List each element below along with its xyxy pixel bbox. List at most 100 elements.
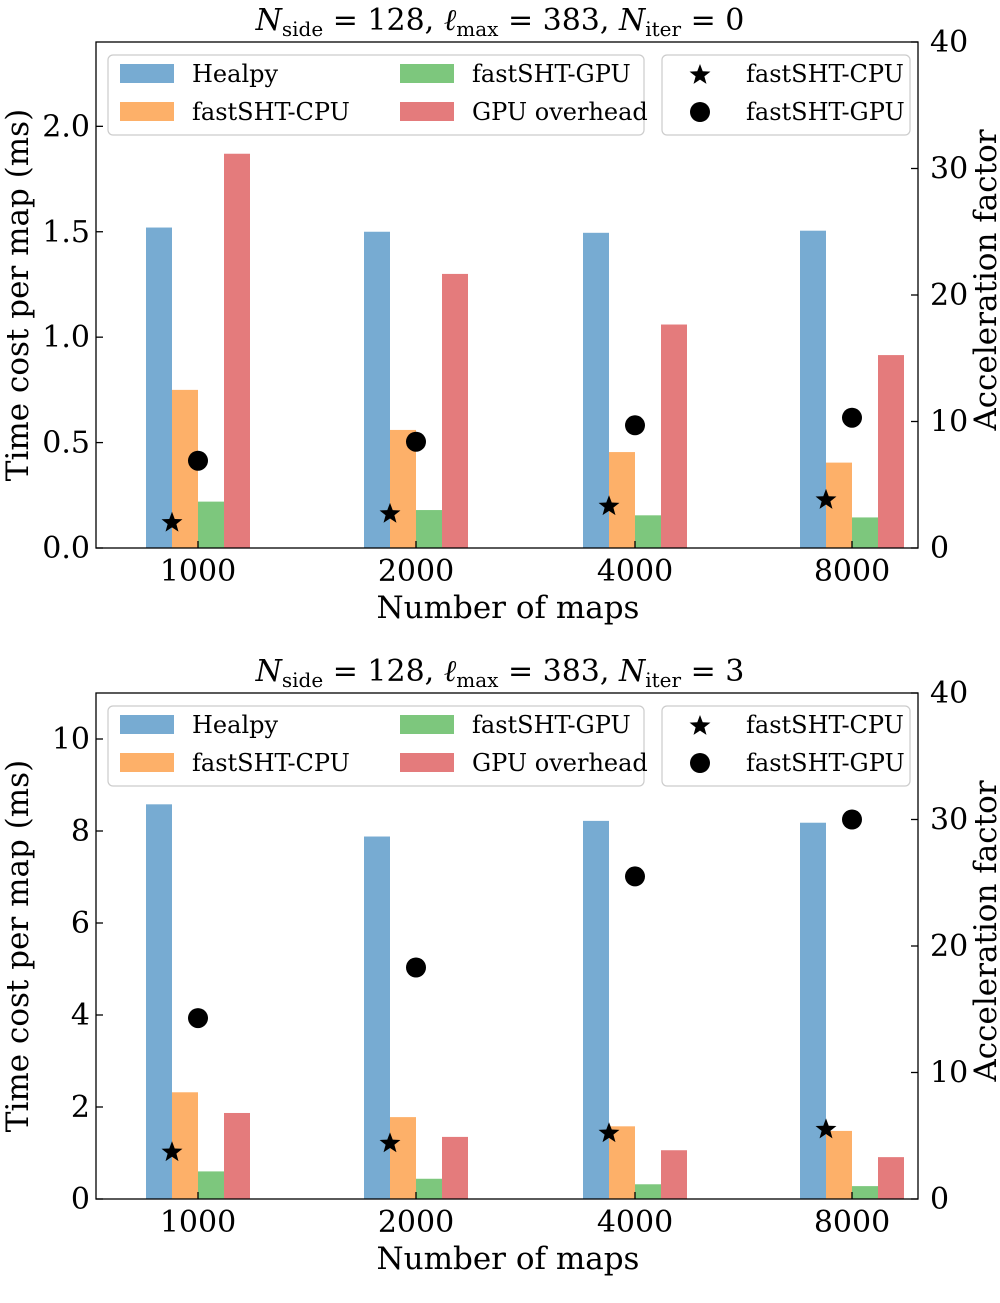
legend-swatch-healpy <box>120 715 174 734</box>
star-marker-8000 <box>815 1118 837 1139</box>
star-marker-1000 <box>161 1141 183 1162</box>
xtick-label-2000: 2000 <box>378 1205 454 1240</box>
x-axis-label: Number of maps <box>377 1241 640 1277</box>
legend-swatch-healpy <box>120 64 174 83</box>
legend-label-healpy: Healpy <box>192 711 278 739</box>
star-marker-8000 <box>815 488 837 509</box>
ytick-label: 2 <box>71 1090 90 1125</box>
legend-circle-icon <box>690 102 710 122</box>
ytick-label: 6 <box>71 906 90 941</box>
legend-label-star: fastSHT-CPU <box>746 60 904 88</box>
y2tick-label: 10 <box>930 1056 968 1091</box>
star-marker-2000 <box>379 502 401 523</box>
bar-fastsht_gpu-1000 <box>198 501 224 548</box>
y2tick-label: 30 <box>930 152 968 187</box>
bar-fastsht_cpu-8000 <box>826 1130 852 1199</box>
legend-swatch-gpu_overhead <box>400 753 454 772</box>
star-marker-4000 <box>598 1122 620 1143</box>
legend-markers: fastSHT-CPU fastSHT-GPU <box>661 54 911 136</box>
legend-bars: Healpy fastSHT-CPU fastSHT-GPU GPU overhead <box>107 54 648 136</box>
x-axis-label: Number of maps <box>377 590 640 626</box>
ytick-label: 0 <box>71 1182 90 1217</box>
bar-gpu_overhead-2000 <box>442 1136 468 1199</box>
legend-markers: fastSHT-CPU fastSHT-GPU <box>661 705 911 787</box>
legend-circle-icon <box>690 753 710 773</box>
bar-gpu_overhead-1000 <box>224 153 250 548</box>
bar-fastsht_gpu-8000 <box>852 1186 878 1199</box>
legend-bars-box <box>107 705 645 787</box>
circle-marker-1000 <box>188 1008 208 1029</box>
legend-bars: Healpy fastSHT-CPU fastSHT-GPU GPU overhead <box>107 705 648 787</box>
legend-swatch-fastsht_cpu <box>120 102 174 121</box>
star-marker-1000 <box>161 511 183 532</box>
bar-fastsht_gpu-8000 <box>852 517 878 548</box>
legend-markers-box <box>661 705 911 787</box>
y2-axis-label: Acceleration factor <box>968 780 1000 1082</box>
star-marker-4000 <box>598 495 620 516</box>
circle-marker-2000 <box>406 957 426 978</box>
y-axis-label: Time cost per map (ms) <box>0 109 36 481</box>
y2tick-label: 0 <box>930 1182 949 1217</box>
chart-panel-top: Nside = 128, ℓmax = 383, Niter = 0 0.0 0.5… <box>0 3 1000 626</box>
legend-label-gpu_overhead: GPU overhead <box>472 749 648 777</box>
bar-healpy-1000 <box>146 227 172 549</box>
y2tick-label: 20 <box>930 278 968 313</box>
circle-marker-8000 <box>842 407 862 428</box>
y-axis-label: Time cost per map (ms) <box>0 760 36 1132</box>
y2-axis-label: Acceleration factor <box>968 129 1000 431</box>
bar-fastsht_gpu-2000 <box>416 1178 442 1199</box>
legend-swatch-fastsht_gpu <box>400 715 454 734</box>
ytick-label: 0.0 <box>42 531 90 566</box>
xtick-label-1000: 1000 <box>160 554 236 589</box>
xtick-label-4000: 4000 <box>597 1205 673 1240</box>
bar-gpu_overhead-4000 <box>661 1150 687 1199</box>
legend-label-circle: fastSHT-GPU <box>746 749 905 777</box>
circle-marker-4000 <box>625 415 645 436</box>
xtick-label-2000: 2000 <box>378 554 454 589</box>
y2tick-label: 20 <box>930 929 968 964</box>
xtick-label-8000: 8000 <box>814 1205 890 1240</box>
bar-fastsht_cpu-1000 <box>172 1092 198 1199</box>
bar-fastsht_gpu-4000 <box>635 515 661 548</box>
legend-swatch-fastsht_cpu <box>120 753 174 772</box>
bar-gpu_overhead-8000 <box>878 355 904 548</box>
legend-label-fastsht_cpu: fastSHT-CPU <box>192 749 350 777</box>
bar-healpy-1000 <box>146 804 172 1199</box>
xtick-label-4000: 4000 <box>597 554 673 589</box>
bar-gpu_overhead-1000 <box>224 1112 250 1199</box>
bar-fastsht_gpu-2000 <box>416 510 442 548</box>
legend-star-icon <box>689 64 711 84</box>
chart-title: Nside = 128, ℓmax = 383, Niter = 0 <box>255 3 745 41</box>
legend-label-healpy: Healpy <box>192 60 278 88</box>
bar-healpy-8000 <box>800 230 826 548</box>
legend-bars-box <box>107 54 645 136</box>
chart-bottom-svg: Nside = 128, ℓmax = 383, Niter = 3 0 2 4 6 8 1… <box>0 654 1000 1277</box>
y2tick-label: 10 <box>930 405 968 440</box>
ytick-label: 0.5 <box>42 426 90 461</box>
xtick-label-1000: 1000 <box>160 1205 236 1240</box>
legend-label-gpu_overhead: GPU overhead <box>472 98 648 126</box>
star-marker-2000 <box>379 1132 401 1153</box>
bar-healpy-4000 <box>583 820 609 1199</box>
legend-star-icon <box>689 715 711 735</box>
bar-healpy-4000 <box>583 232 609 548</box>
ytick-label: 1.0 <box>42 320 90 355</box>
chart-top-svg: Nside = 128, ℓmax = 383, Niter = 0 0.0 0.5… <box>0 3 1000 626</box>
y2tick-label: 40 <box>930 25 968 60</box>
legend-label-fastsht_gpu: fastSHT-GPU <box>472 60 631 88</box>
bar-fastsht_cpu-2000 <box>390 1117 416 1199</box>
legend-label-fastsht_gpu: fastSHT-GPU <box>472 711 631 739</box>
y2tick-label: 40 <box>930 676 968 711</box>
circle-marker-4000 <box>625 866 645 887</box>
legend-markers-box <box>661 54 911 136</box>
ytick-label: 4 <box>71 998 90 1033</box>
bar-gpu_overhead-2000 <box>442 273 468 548</box>
bar-healpy-2000 <box>364 836 390 1199</box>
circle-marker-2000 <box>406 431 426 452</box>
bar-healpy-8000 <box>800 822 826 1199</box>
legend-swatch-fastsht_gpu <box>400 64 454 83</box>
chart-panel-bottom: Nside = 128, ℓmax = 383, Niter = 3 0 2 4 6 8 1… <box>0 651 1000 1303</box>
legend-label-fastsht_cpu: fastSHT-CPU <box>192 98 350 126</box>
bar-healpy-2000 <box>364 231 390 548</box>
y2tick-label: 0 <box>930 531 949 566</box>
